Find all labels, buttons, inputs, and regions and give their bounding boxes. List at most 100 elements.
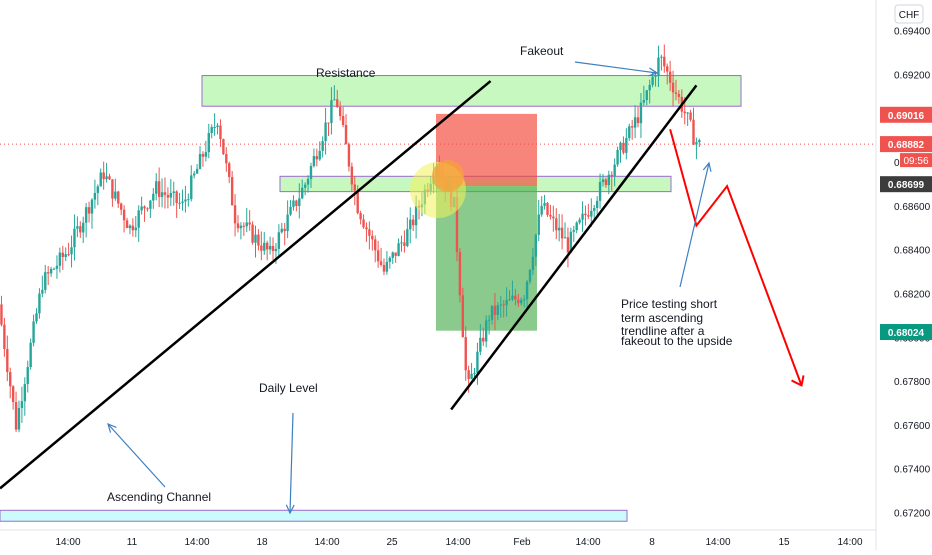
candle-up <box>595 200 599 209</box>
breakout-highlight-dot <box>432 160 464 192</box>
candle-up <box>645 90 648 101</box>
candle-up <box>470 373 473 380</box>
candle-up <box>55 265 59 269</box>
candle-up <box>52 268 56 270</box>
candle-up <box>309 166 313 179</box>
y-tick-label: 0.69200 <box>894 70 931 81</box>
candle-down <box>102 172 105 180</box>
candle-up <box>245 222 248 227</box>
candle-down <box>79 226 82 233</box>
candle-down <box>347 144 351 167</box>
candle-up <box>76 226 79 229</box>
candle-up <box>172 191 175 194</box>
candle-up <box>406 229 409 246</box>
candle-down <box>382 264 386 272</box>
candle-up <box>569 231 573 253</box>
candle-down <box>251 224 254 243</box>
price-badge <box>880 176 932 193</box>
candle-up <box>528 269 532 282</box>
daily-level-label: Daily Level <box>259 381 318 395</box>
candle-down <box>689 112 692 120</box>
y-tick-label: 0.67800 <box>894 377 931 388</box>
candle-down <box>368 229 371 236</box>
x-tick-label: 8 <box>649 537 655 548</box>
candle-up <box>695 142 698 145</box>
candle-down <box>362 219 365 228</box>
candle-up <box>268 245 272 250</box>
candle-up <box>38 293 41 314</box>
candle-down <box>502 304 505 306</box>
candle-down <box>353 184 356 191</box>
candle-up <box>484 320 488 342</box>
candle-up <box>496 305 500 315</box>
candle-up <box>277 232 281 249</box>
candle-up <box>29 342 32 368</box>
candle-up <box>563 237 567 239</box>
candle-down <box>458 252 462 296</box>
candle-up <box>64 254 67 258</box>
candle-down <box>9 372 12 387</box>
candle-up <box>642 100 646 103</box>
candle-up <box>397 243 400 256</box>
candle-up <box>73 228 76 248</box>
x-tick-label: 14:00 <box>705 537 730 548</box>
candle-up <box>534 234 538 257</box>
candle-up <box>318 150 321 160</box>
candle-up <box>58 252 62 266</box>
currency-button[interactable]: CHF <box>894 4 924 24</box>
candle-up <box>414 206 418 226</box>
candle-up <box>598 182 602 201</box>
candle-down <box>636 117 640 124</box>
candle-down <box>379 261 383 265</box>
candle-down <box>455 197 459 253</box>
countdown-label: 09:56 <box>903 156 928 167</box>
candle-down <box>327 122 330 124</box>
candle-up <box>184 199 187 202</box>
candle-up <box>134 227 137 231</box>
candle-down <box>248 222 251 225</box>
currency-button-label: CHF <box>899 10 920 21</box>
candle-up <box>473 372 476 374</box>
candlestick-series <box>0 44 701 433</box>
candle-down <box>555 218 558 231</box>
candle-up <box>581 213 584 220</box>
candle-up <box>312 156 316 167</box>
candle-up <box>633 117 637 128</box>
y-tick-label: 0.68400 <box>894 246 931 257</box>
candle-down <box>584 213 587 216</box>
candle-up <box>648 84 651 91</box>
candle-up <box>590 210 593 217</box>
candle-up <box>23 384 27 402</box>
candle-down <box>122 209 126 221</box>
candle-down <box>236 223 240 229</box>
candle-up <box>660 56 663 58</box>
candle-up <box>155 181 158 194</box>
candle-down <box>604 179 608 186</box>
x-tick-label: 14:00 <box>445 537 470 548</box>
candle-up <box>32 321 35 343</box>
candle-up <box>298 198 301 206</box>
y-tick-label: 0.68600 <box>894 202 931 213</box>
x-tick-label: 14:00 <box>314 537 339 548</box>
candle-up <box>525 281 529 300</box>
candle-up <box>216 125 219 128</box>
candle-up <box>254 234 257 243</box>
candle-up <box>333 99 336 101</box>
candle-up <box>99 172 102 187</box>
x-tick-label: 25 <box>386 537 398 548</box>
candle-down <box>403 242 406 246</box>
candle-up <box>306 178 310 185</box>
candle-up <box>522 299 526 301</box>
candle-up <box>476 351 479 373</box>
candle-up <box>274 248 278 252</box>
candle-down <box>514 295 517 300</box>
candle-down <box>87 207 91 214</box>
candle-up <box>49 268 53 274</box>
candle-down <box>467 370 470 380</box>
ascending-channel-label: Ascending Channel <box>107 490 211 504</box>
candle-up <box>479 337 482 352</box>
price-badge <box>880 136 932 153</box>
candle-down <box>11 386 15 403</box>
